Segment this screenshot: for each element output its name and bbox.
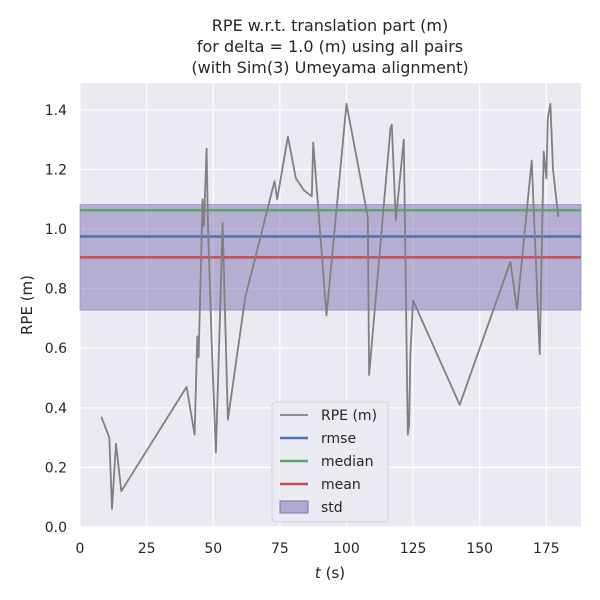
legend-swatch-std — [279, 500, 309, 514]
y-tick-label: 0.0 — [45, 520, 67, 536]
legend-label: rmse — [321, 431, 356, 447]
rpe-series-line — [100, 103, 560, 511]
x-tick-label: 175 — [533, 541, 560, 557]
x-axis-label-unit: (s) — [321, 564, 345, 582]
legend-box — [271, 401, 389, 523]
x-tick-label: 50 — [204, 541, 222, 557]
x-tick-label: 75 — [271, 541, 289, 557]
legend-label: RPE (m) — [321, 408, 377, 424]
y-tick-label: 1.2 — [45, 162, 67, 178]
legend-label: mean — [321, 477, 361, 493]
chart-title-line-1: RPE w.r.t. translation part (m) — [212, 16, 448, 35]
chart-title: RPE w.r.t. translation part (m) for delt… — [191, 16, 468, 77]
x-tick-label: 125 — [400, 541, 427, 557]
x-tick-label: 100 — [333, 541, 360, 557]
y-tick-label: 0.8 — [45, 282, 67, 298]
y-tick-label: 0.2 — [45, 460, 67, 476]
y-tick-label: 0.4 — [45, 401, 67, 417]
x-tick-label: 0 — [76, 541, 85, 557]
y-tick-label: 1.4 — [45, 103, 67, 119]
chart-title-line-2: for delta = 1.0 (m) using all pairs — [197, 37, 463, 56]
x-axis-label: t (s) — [315, 564, 345, 582]
y-axis-label: RPE (m) — [18, 275, 36, 335]
x-tick-labels: 0 25 50 75 100 125 150 175 — [76, 541, 560, 557]
y-tick-label: 0.6 — [45, 341, 67, 357]
x-tick-label: 150 — [466, 541, 493, 557]
legend-label: std — [321, 500, 343, 516]
y-tick-labels: 0.0 0.2 0.4 0.6 0.8 1.0 1.2 1.4 — [45, 103, 67, 536]
x-tick-label: 25 — [138, 541, 156, 557]
stat-lines — [80, 208, 581, 259]
legend: RPE (m) rmse median mean std — [271, 401, 389, 523]
x-axis-label-var: t — [315, 564, 322, 582]
legend-label: median — [321, 454, 373, 470]
y-tick-label: 1.0 — [45, 222, 67, 238]
chart-title-line-3: (with Sim(3) Umeyama alignment) — [191, 58, 468, 77]
